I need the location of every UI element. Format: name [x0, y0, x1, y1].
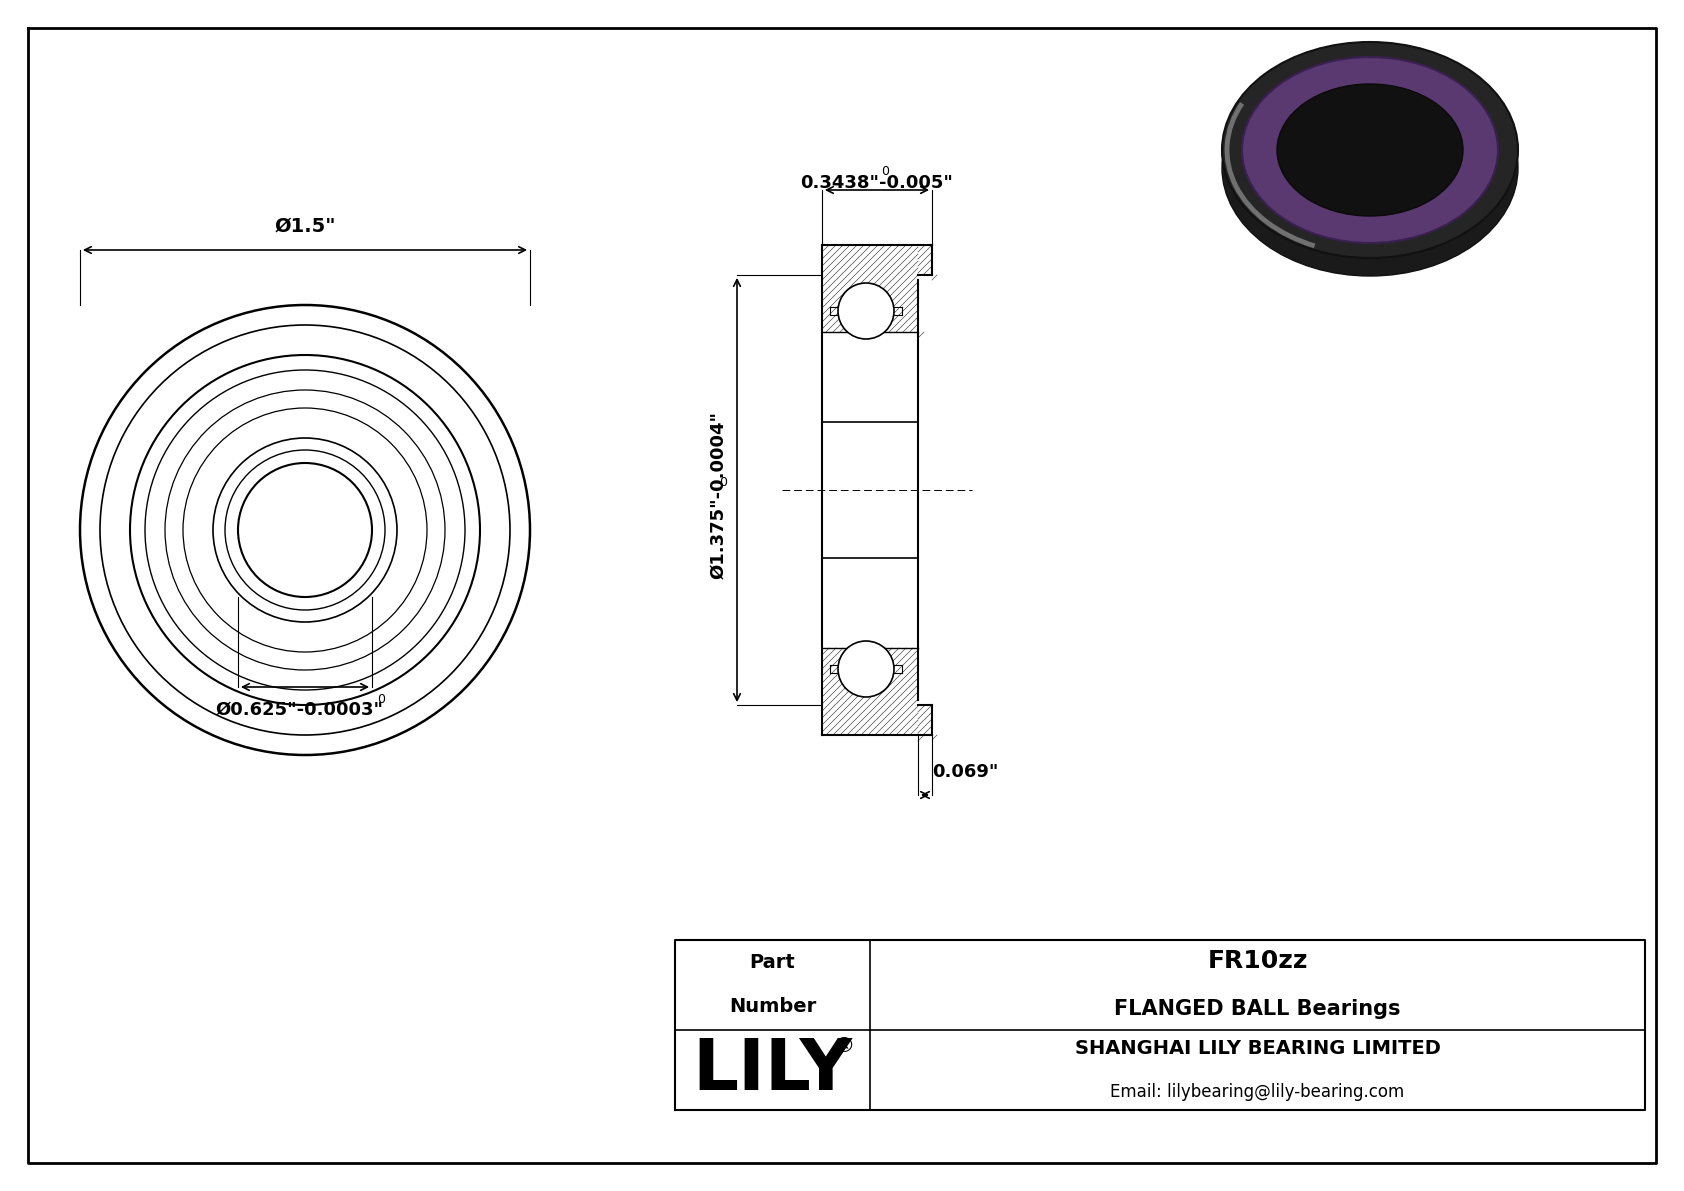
Text: 0.3438"-0.005": 0.3438"-0.005": [800, 174, 953, 192]
Ellipse shape: [1223, 60, 1517, 276]
Text: 0.069": 0.069": [931, 763, 999, 781]
Circle shape: [237, 463, 372, 597]
Text: FLANGED BALL Bearings: FLANGED BALL Bearings: [1115, 999, 1401, 1019]
Text: LILY: LILY: [692, 1035, 852, 1104]
Text: Ø1.375"-0.0004": Ø1.375"-0.0004": [709, 411, 727, 579]
Text: 0: 0: [881, 166, 889, 177]
Text: Part: Part: [749, 954, 795, 973]
Circle shape: [839, 641, 894, 697]
Text: Ø0.625"-0.0003": Ø0.625"-0.0003": [216, 701, 384, 719]
Ellipse shape: [1276, 85, 1463, 216]
Text: 0: 0: [719, 475, 727, 488]
Text: FR10zz: FR10zz: [1207, 949, 1308, 973]
Ellipse shape: [1223, 42, 1517, 258]
Ellipse shape: [1243, 57, 1499, 243]
Circle shape: [839, 283, 894, 339]
Text: 0: 0: [377, 693, 386, 706]
Text: Number: Number: [729, 998, 817, 1016]
Text: Email: lilybearing@lily-bearing.com: Email: lilybearing@lily-bearing.com: [1110, 1083, 1404, 1100]
Text: Ø1.5": Ø1.5": [274, 217, 335, 236]
Text: SHANGHAI LILY BEARING LIMITED: SHANGHAI LILY BEARING LIMITED: [1074, 1039, 1440, 1058]
Text: ®: ®: [834, 1036, 855, 1056]
